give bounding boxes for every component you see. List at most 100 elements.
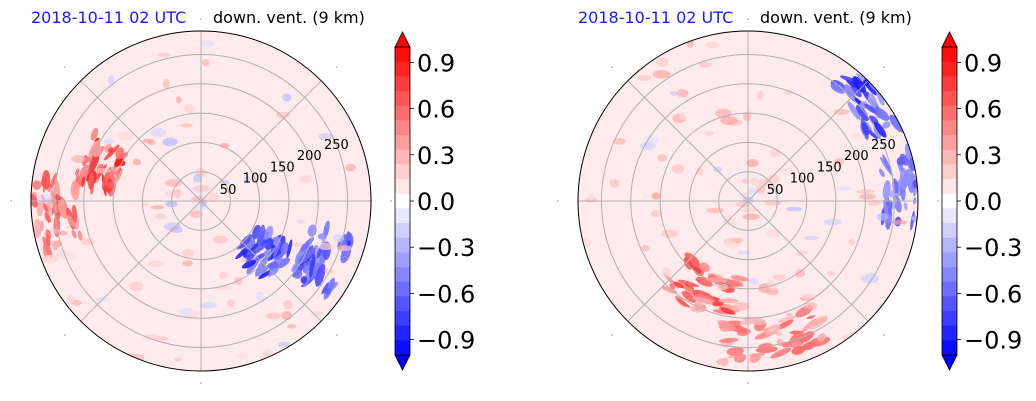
field-blob xyxy=(740,207,758,213)
field-blob xyxy=(315,263,326,287)
field-blob xyxy=(318,242,335,251)
field-blob xyxy=(676,88,689,98)
colorbar-bin xyxy=(942,164,957,180)
field-blob xyxy=(75,168,80,176)
outer-tick xyxy=(200,382,202,384)
colorbar-tick-label: 0.6 xyxy=(417,96,455,124)
field-blob xyxy=(199,301,217,309)
colorbar-bin xyxy=(395,47,410,63)
field-blob xyxy=(51,228,61,234)
field-blob xyxy=(776,319,794,330)
field-blob xyxy=(268,267,279,276)
colorbar-bin xyxy=(942,91,957,107)
field-blob xyxy=(298,247,316,265)
field-blob xyxy=(720,307,736,315)
field-blob xyxy=(891,219,908,225)
field-blob xyxy=(806,315,816,320)
field-blob xyxy=(817,333,826,342)
field-blob xyxy=(216,284,234,291)
field-blob xyxy=(191,199,201,208)
field-blob xyxy=(742,213,761,221)
grid-spoke xyxy=(627,200,749,322)
colorbar-bin xyxy=(395,105,410,121)
field-blob xyxy=(41,170,51,190)
field-blob xyxy=(265,312,282,320)
field-blob xyxy=(41,254,59,263)
field-blob xyxy=(692,296,716,305)
outer-tick xyxy=(611,334,613,336)
field-blob xyxy=(733,353,747,363)
field-blob xyxy=(227,299,235,308)
radial-tick-label: 200 xyxy=(297,149,322,164)
field-blob xyxy=(786,206,803,212)
colorbar-tick-label: 0.0 xyxy=(964,188,1002,216)
field-blob xyxy=(695,276,713,287)
field-blob xyxy=(193,174,202,183)
field-blob xyxy=(241,259,257,269)
field-blob xyxy=(718,337,739,343)
field-blob xyxy=(90,127,99,141)
colorbar-tick-label: 0.9 xyxy=(964,49,1002,77)
field-blob xyxy=(637,74,652,81)
title-variable-right: down. vent. (9 km) xyxy=(760,8,912,27)
field-blob xyxy=(758,178,770,188)
field-blob xyxy=(257,224,266,246)
field-blob xyxy=(129,281,144,291)
colorbar-bin xyxy=(395,76,410,92)
field-blob xyxy=(155,213,166,220)
field-blob xyxy=(300,237,314,252)
field-blob xyxy=(173,188,182,199)
colorbar-extend-max xyxy=(394,31,411,48)
field-blob xyxy=(742,111,752,121)
field-blob xyxy=(767,174,780,184)
field-blob xyxy=(698,62,713,68)
field-blob xyxy=(772,274,787,281)
field-blob xyxy=(802,293,817,300)
colorbar-bin xyxy=(942,47,957,63)
field-blob xyxy=(150,128,167,138)
colorbar-bin xyxy=(395,252,410,268)
field-blob xyxy=(189,210,204,219)
field-blob xyxy=(726,346,744,356)
field-blob xyxy=(801,341,816,351)
colorbar-bin xyxy=(942,149,957,165)
field-blob xyxy=(80,238,95,246)
field-blob xyxy=(184,104,195,114)
field-blob xyxy=(182,260,194,267)
field-blob xyxy=(66,294,75,304)
field-blob xyxy=(273,240,282,259)
colorbar-bin xyxy=(942,120,957,136)
colorbar-bin xyxy=(942,135,957,151)
grid-spoke xyxy=(747,200,869,322)
field-blob xyxy=(286,239,293,259)
field-blob xyxy=(676,298,691,308)
field-blob xyxy=(300,276,308,284)
field-blob xyxy=(777,316,796,323)
colorbar-bin xyxy=(395,237,410,253)
field-blob xyxy=(864,103,877,114)
field-blob xyxy=(730,275,750,282)
polar-boundary xyxy=(30,30,372,372)
field-blob xyxy=(200,40,215,47)
colorbar-bin xyxy=(942,223,957,239)
field-blob xyxy=(156,52,171,58)
field-blob xyxy=(848,238,856,246)
field-blob xyxy=(317,233,327,240)
field-blob xyxy=(889,114,905,133)
field-blob xyxy=(837,186,852,191)
field-blob xyxy=(673,281,684,289)
field-blob xyxy=(874,121,887,138)
field-blob xyxy=(165,178,182,188)
field-blob xyxy=(903,202,908,211)
colorbar-bin xyxy=(395,149,410,165)
field-blob xyxy=(32,180,42,190)
field-blob xyxy=(147,140,156,145)
field-blob xyxy=(656,57,669,67)
field-blob xyxy=(332,233,345,243)
field-blob xyxy=(150,205,165,210)
field-blob xyxy=(324,268,335,273)
field-blob xyxy=(292,242,302,247)
colorbar-tick-label: 0.3 xyxy=(964,142,1002,170)
field-blob xyxy=(855,105,869,121)
polar-boundary xyxy=(577,30,919,372)
